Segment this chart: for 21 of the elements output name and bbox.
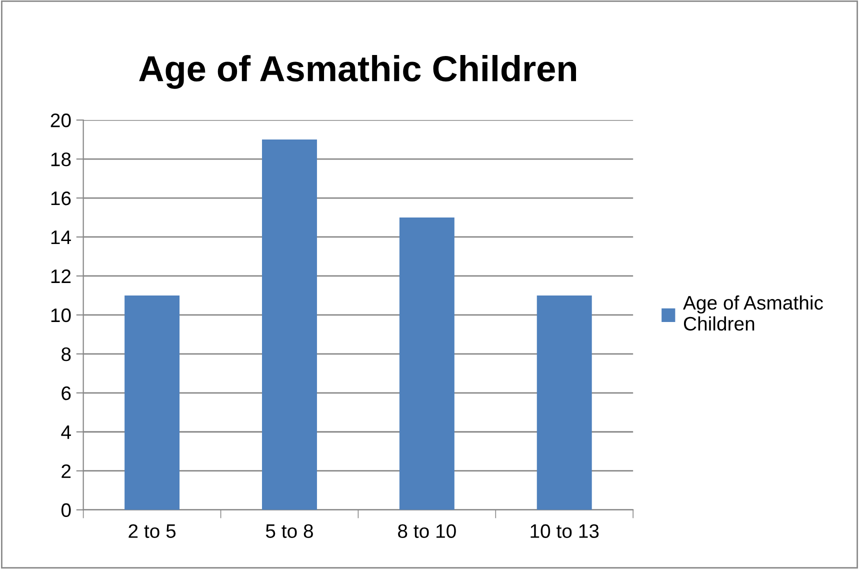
y-tick-label: 8 xyxy=(62,347,71,362)
y-tick-label: 16 xyxy=(51,191,71,206)
x-tick-label: 10 to 13 xyxy=(530,524,599,538)
chart-title: Age of Asmathic Children xyxy=(139,55,576,89)
y-tick-label: 6 xyxy=(62,386,71,400)
bar xyxy=(399,218,454,510)
y-tick-label: 18 xyxy=(51,152,71,166)
bar xyxy=(262,140,317,510)
y-tick-label: 10 xyxy=(51,308,71,322)
y-tick-label: 14 xyxy=(51,230,71,244)
y-tick-label: 0 xyxy=(61,503,71,518)
y-tick-label: 20 xyxy=(50,114,71,128)
bar xyxy=(124,295,180,510)
x-tick-label: 5 to 8 xyxy=(266,524,313,538)
x-tick-label: 2 to 5 xyxy=(128,524,176,538)
x-tick-label: 8 to 10 xyxy=(398,524,456,538)
y-tick-label: 12 xyxy=(51,269,71,284)
bar xyxy=(536,295,592,510)
y-tick-label: 2 xyxy=(62,464,71,478)
legend-label: Age of Asmathic Children xyxy=(683,295,823,331)
y-tick-label: 4 xyxy=(61,426,71,439)
